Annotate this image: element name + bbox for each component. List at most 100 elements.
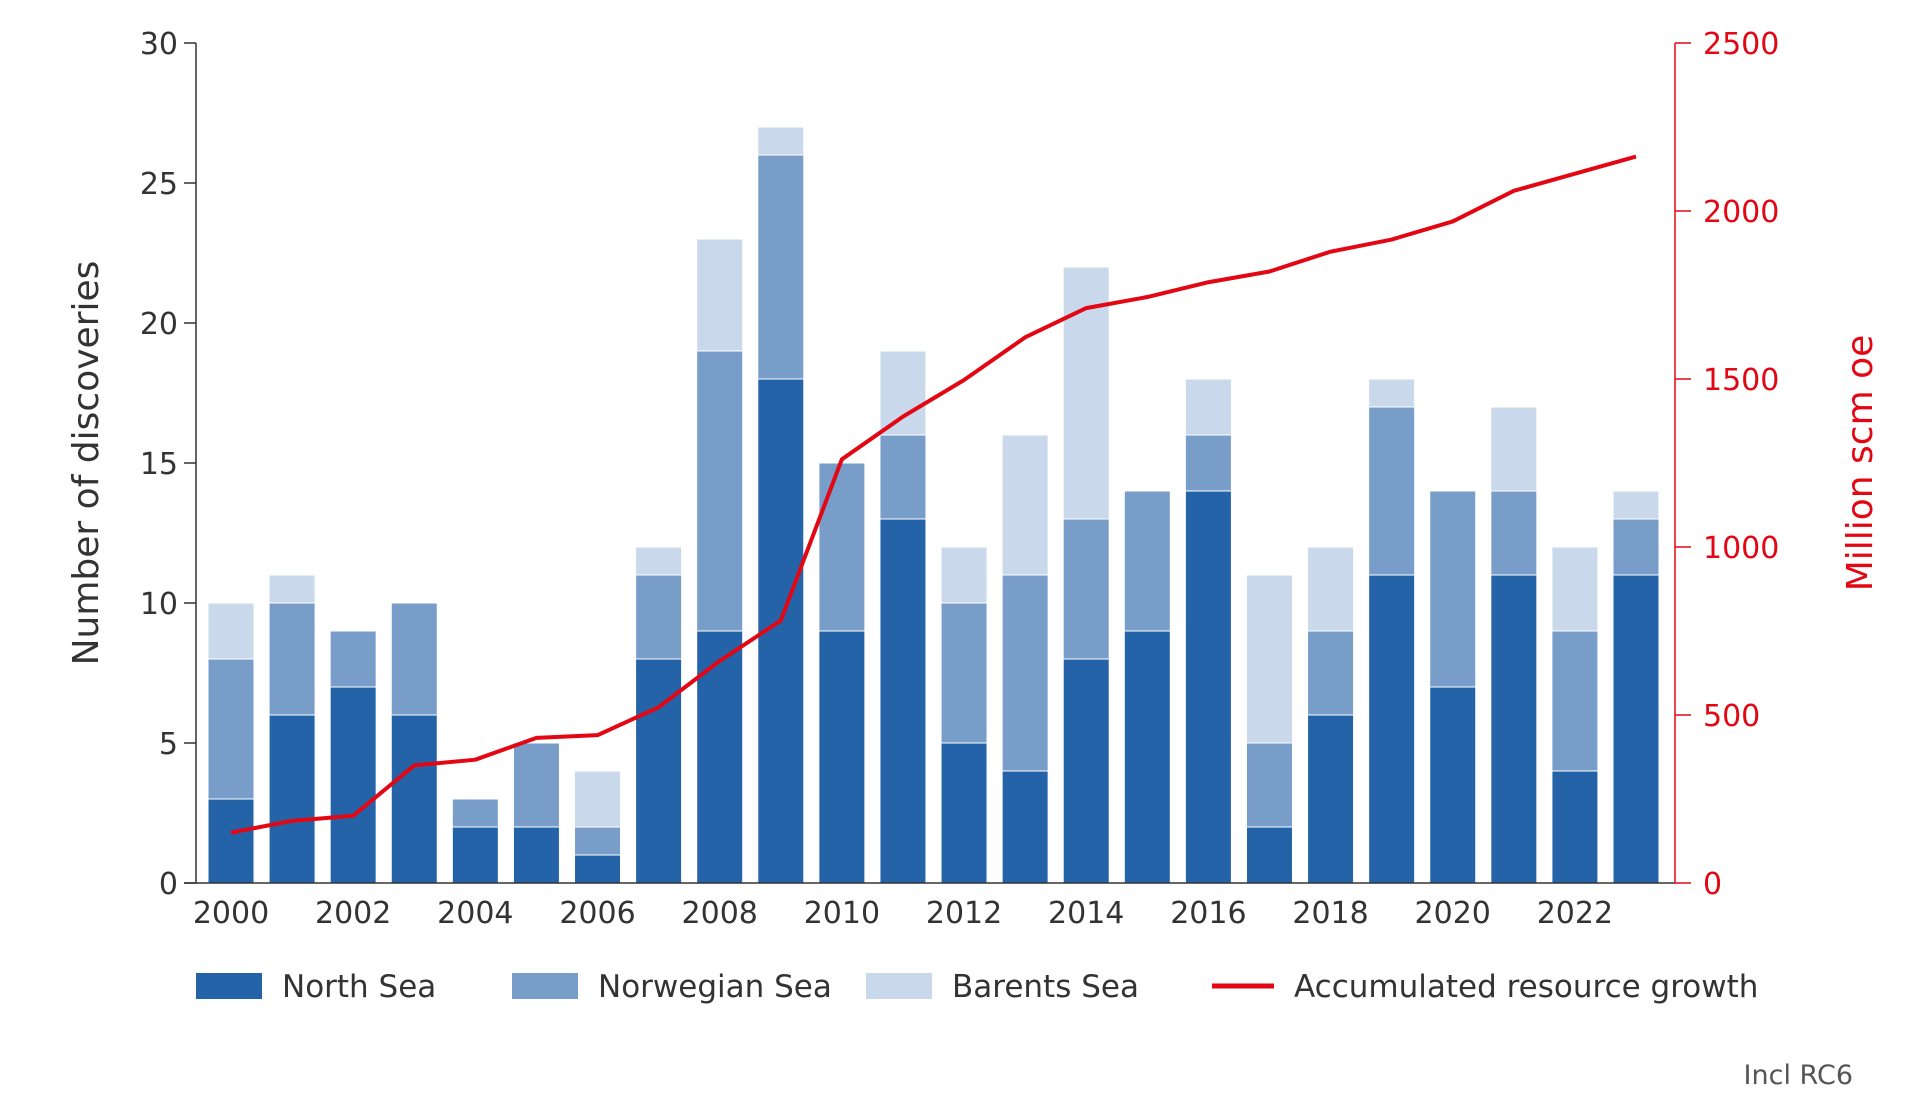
- x-tick-label: 2010: [804, 896, 880, 931]
- y-tick-label: 0: [159, 867, 178, 902]
- bar-north-sea-2019: [1368, 574, 1416, 884]
- y-tick-label: 10: [140, 587, 178, 622]
- bar-norwegian-sea-2009: [757, 154, 805, 380]
- x-tick-label: 2002: [315, 896, 391, 931]
- bar-barents-sea-2006: [574, 770, 622, 828]
- bar-norwegian-sea-2019: [1368, 406, 1416, 576]
- line-accumulated-resource-growth: [230, 154, 1637, 835]
- y2-tick-label: 500: [1703, 699, 1760, 734]
- x-tick-label: 2006: [559, 896, 635, 931]
- bar-norwegian-sea-2021: [1490, 490, 1538, 576]
- bar-norwegian-sea-2013: [1001, 574, 1049, 772]
- bar-norwegian-sea-2020: [1429, 490, 1477, 688]
- bar-norwegian-sea-2001: [268, 602, 316, 716]
- bar-norwegian-sea-2016: [1184, 434, 1232, 492]
- bar-norwegian-sea-2011: [879, 434, 927, 520]
- bar-barents-sea-2022: [1551, 546, 1599, 632]
- legend-swatch: [866, 973, 932, 999]
- bar-norwegian-sea-2015: [1123, 490, 1171, 632]
- bar-norwegian-sea-2014: [1062, 518, 1110, 660]
- bar-barents-sea-2008: [696, 238, 744, 352]
- bar-norwegian-sea-2008: [696, 350, 744, 632]
- bar-norwegian-sea-2018: [1307, 630, 1355, 716]
- y-tick-label: 30: [140, 27, 178, 62]
- legend-swatch: [512, 973, 578, 999]
- bar-norwegian-sea-2003: [390, 602, 438, 716]
- bar-barents-sea-2012: [940, 546, 988, 604]
- bar-barents-sea-2023: [1612, 490, 1660, 520]
- bar-north-sea-2016: [1184, 490, 1232, 884]
- bar-barents-sea-2019: [1368, 378, 1416, 408]
- bar-norwegian-sea-2006: [574, 826, 622, 856]
- x-tick-label: 2008: [682, 896, 758, 931]
- bar-barents-sea-2000: [207, 602, 255, 660]
- legend-label: North Sea: [282, 969, 436, 1005]
- bar-north-sea-2001: [268, 714, 316, 884]
- bar-north-sea-2015: [1123, 630, 1171, 884]
- bar-barents-sea-2021: [1490, 406, 1538, 492]
- footnote: Incl RC6: [1744, 1060, 1853, 1091]
- bar-barents-sea-2009: [757, 126, 805, 156]
- bar-barents-sea-2011: [879, 350, 927, 436]
- y2-tick-label: 2000: [1703, 195, 1779, 230]
- bar-north-sea-2003: [390, 714, 438, 884]
- y-tick-label: 5: [159, 727, 178, 762]
- bar-north-sea-2006: [574, 854, 622, 884]
- bar-barents-sea-2017: [1245, 574, 1293, 744]
- x-tick-label: 2022: [1537, 896, 1613, 931]
- bar-north-sea-2013: [1001, 770, 1049, 884]
- axes: 0 5 10 15 20 25 30 0 500 1000 1500 2000 2500 2000 2002…: [140, 27, 1780, 931]
- bar-norwegian-sea-2010: [818, 462, 866, 632]
- bar-north-sea-2011: [879, 518, 927, 884]
- y2-tick-label: 2500: [1703, 27, 1779, 62]
- legend: North Sea Norwegian Sea Barents Sea Accumul…: [196, 969, 1758, 1005]
- bar-norwegian-sea-2012: [940, 602, 988, 744]
- legend-label: Barents Sea: [952, 969, 1139, 1005]
- y-tick-label: 25: [140, 167, 178, 202]
- bar-north-sea-2008: [696, 630, 744, 884]
- bar-barents-sea-2018: [1307, 546, 1355, 632]
- legend-label: Norwegian Sea: [598, 969, 832, 1005]
- y-tick-label: 20: [140, 307, 178, 342]
- bar-north-sea-2020: [1429, 686, 1477, 884]
- x-tick-label: 2020: [1415, 896, 1491, 931]
- bar-norwegian-sea-2004: [451, 798, 499, 828]
- x-tick-label: 2016: [1170, 896, 1246, 931]
- bar-norwegian-sea-2007: [635, 574, 683, 660]
- bar-north-sea-2010: [818, 630, 866, 884]
- bar-barents-sea-2013: [1001, 434, 1049, 576]
- bar-north-sea-2018: [1307, 714, 1355, 884]
- line-layer: [230, 154, 1637, 835]
- bar-norwegian-sea-2023: [1612, 518, 1660, 576]
- bar-barents-sea-2001: [268, 574, 316, 604]
- bar-barents-sea-2007: [635, 546, 683, 576]
- bars: [207, 126, 1660, 884]
- bar-north-sea-2012: [940, 742, 988, 884]
- bar-norwegian-sea-2017: [1245, 742, 1293, 828]
- bar-north-sea-2021: [1490, 574, 1538, 884]
- y2-tick-label: 0: [1703, 867, 1722, 902]
- y2-tick-label: 1000: [1703, 531, 1779, 566]
- x-tick-label: 2004: [437, 896, 513, 931]
- x-tick-label: 2014: [1048, 896, 1124, 931]
- bar-north-sea-2004: [451, 826, 499, 884]
- y-tick-label: 15: [140, 447, 178, 482]
- bar-north-sea-2022: [1551, 770, 1599, 884]
- bar-norwegian-sea-2000: [207, 658, 255, 800]
- bar-north-sea-2023: [1612, 574, 1660, 884]
- bar-north-sea-2014: [1062, 658, 1110, 884]
- legend-label: Accumulated resource growth: [1294, 969, 1758, 1005]
- bar-north-sea-2002: [329, 686, 377, 884]
- bar-north-sea-2017: [1245, 826, 1293, 884]
- x-tick-label: 2018: [1292, 896, 1368, 931]
- x-tick-label: 2012: [926, 896, 1002, 931]
- y2-tick-label: 1500: [1703, 363, 1779, 398]
- y2-axis-label: Million scm oe: [1840, 335, 1881, 592]
- bar-north-sea-2005: [512, 826, 560, 884]
- bar-norwegian-sea-2005: [512, 742, 560, 828]
- x-tick-label: 2000: [193, 896, 269, 931]
- bar-norwegian-sea-2022: [1551, 630, 1599, 772]
- bar-norwegian-sea-2002: [329, 630, 377, 688]
- legend-swatch: [196, 973, 262, 999]
